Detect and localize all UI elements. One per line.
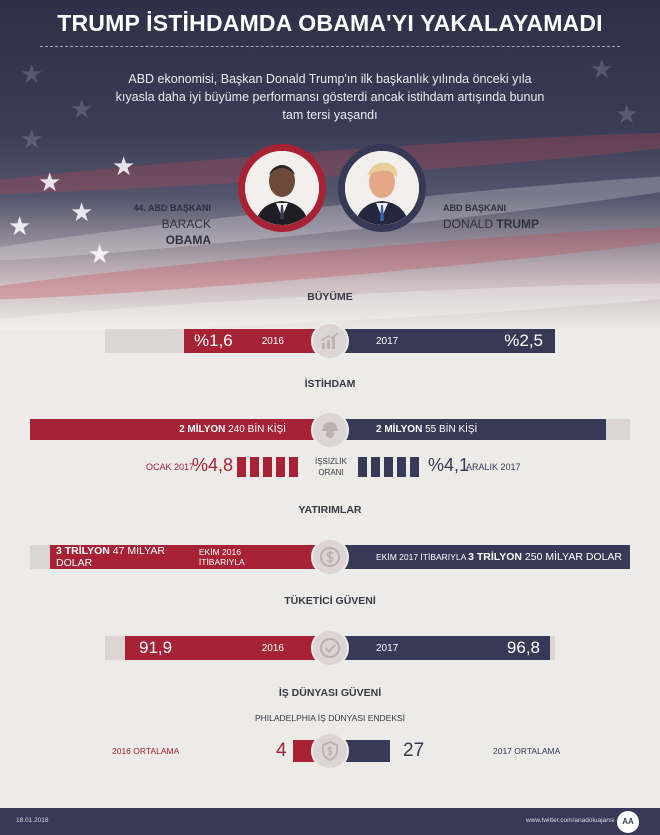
- employment-obama-rest: 240 BİN KİŞİ: [225, 424, 286, 435]
- footer-source-link[interactable]: www.twitter.com/anadoluajansi: [526, 817, 615, 824]
- employment-obama-bar: 2 MİLYON 240 BİN KİŞİ: [30, 419, 330, 440]
- investment-title: YATIRIMLAR: [298, 504, 362, 516]
- shield-dollar-icon: [311, 732, 349, 770]
- header-background: ★ ★ ★ ★ ★ ★ ★ ★ ★ ★: [0, 0, 660, 330]
- consumer-title: TÜKETİCİ GÜVENİ: [284, 595, 376, 607]
- unemployment-obama-blocks: [237, 457, 298, 477]
- business-title: İŞ DÜNYASI GÜVENİ: [278, 687, 382, 699]
- employment-title: İSTİHDAM: [304, 378, 356, 390]
- growth-obama-value: %1,6: [194, 331, 233, 350]
- obama-label: 44. ABD BAŞKANI BARACK OBAMA: [118, 200, 211, 248]
- trump-last-name: TRUMP: [496, 217, 540, 231]
- investment-obama-rest: 47 MİLYAR DOLAR: [56, 545, 165, 569]
- investment-trump-bold: 3 TRİLYON: [468, 551, 523, 563]
- growth-trump-year: 2017: [376, 335, 399, 347]
- dollar-icon: [311, 538, 349, 576]
- unemployment-label-line2: ORANI: [318, 468, 344, 477]
- trump-role: ABD BAŞKANI: [443, 203, 506, 213]
- unemployment-trump-date: ARALIK 2017: [466, 462, 521, 472]
- title-divider: [40, 46, 620, 47]
- consumer-obama-year: 2016: [261, 642, 284, 654]
- employment-obama-bold: 2 MİLYON: [179, 424, 226, 435]
- obama-portrait: [238, 144, 326, 232]
- obama-role: 44. ABD BAŞKANI: [133, 203, 211, 213]
- unemployment-obama-rate: %4,8: [192, 455, 234, 475]
- growth-obama-bar: %1,6 2016: [184, 329, 330, 353]
- investment-trump-note: EKİM 2017 İTİBARIYLA: [376, 552, 467, 562]
- trump-portrait: [338, 144, 426, 232]
- consumer-trump-year: 2017: [376, 642, 399, 654]
- unemployment-label-line1: İŞSİZLİK: [314, 457, 347, 466]
- growth-chart-icon: [311, 322, 349, 360]
- trump-label: ABD BAŞKANI DONALD TRUMP: [443, 200, 539, 232]
- anadolu-logo: AA: [617, 811, 639, 833]
- growth-obama-year: 2016: [261, 335, 284, 347]
- growth-title: BÜYÜME: [307, 291, 353, 303]
- unemployment-trump-rate: %4,1: [428, 455, 470, 475]
- checkmark-icon: [311, 629, 349, 667]
- page-title: TRUMP İSTİHDAMDA OBAMA'YI YAKALAYAMADI: [57, 10, 603, 36]
- investment-obama-bar: 3 TRİLYON 47 MİLYAR DOLAR EKİM 2016 İTİB…: [50, 545, 330, 569]
- business-trump-label: 2017 ORTALAMA: [493, 746, 561, 756]
- footer: 18.01.2018 www.twitter.com/anadoluajansi…: [0, 808, 660, 835]
- obama-last-name: OBAMA: [165, 233, 211, 247]
- growth-trump-value: %2,5: [504, 331, 543, 350]
- investment-trump-bar: EKİM 2017 İTİBARIYLA 3 TRİLYON 250 MİLYA…: [330, 545, 630, 569]
- trump-first-name: DONALD: [443, 217, 494, 231]
- business-obama-label: 2016 ORTALAMA: [112, 746, 180, 756]
- unemployment-obama-date: OCAK 2017: [146, 462, 195, 472]
- investment-obama-note: EKİM 2016 İTİBARIYLA: [198, 547, 245, 567]
- consumer-obama-bar: 91,9 2016: [125, 636, 330, 660]
- business-subtitle: PHILADELPHIA İŞ DÜNYASI ENDEKSİ: [254, 713, 406, 723]
- consumer-trump-bar: 2017 96,8: [330, 636, 550, 660]
- unemployment-label: İŞSİZLİK ORANI: [306, 456, 356, 478]
- employment-trump-bold: 2 MİLYON: [376, 424, 423, 435]
- unemployment-trump-blocks: [358, 457, 419, 477]
- business-trump-value: 27: [403, 740, 425, 761]
- business-obama-value: 4: [276, 740, 287, 761]
- page-subtitle: ABD ekonomisi, Başkan Donald Trump'ın il…: [115, 72, 545, 122]
- investment-trump-rest: 250 MİLYAR DOLAR: [522, 551, 622, 563]
- employment-trump-bar: 2 MİLYON 55 BİN KİŞİ: [330, 419, 606, 440]
- footer-date: 18.01.2018: [16, 817, 49, 824]
- investment-obama-bold: 3 TRİLYON: [56, 545, 110, 557]
- growth-trump-bar: 2017 %2,5: [330, 329, 555, 353]
- employment-trump-rest: 55 BİN KİŞİ: [422, 424, 478, 435]
- worker-helmet-icon: [311, 411, 349, 449]
- obama-first-name: BARACK: [161, 217, 211, 231]
- consumer-obama-value: 91,9: [139, 638, 173, 657]
- consumer-trump-value: 96,8: [506, 638, 540, 657]
